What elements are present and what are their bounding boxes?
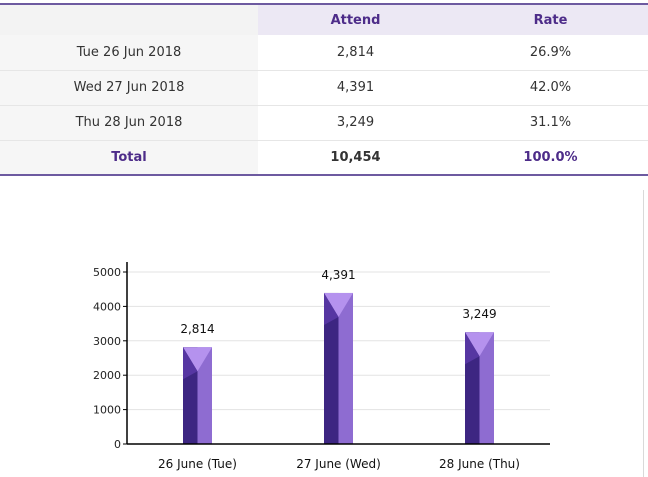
bar-data-label: 3,249 (462, 307, 496, 321)
row-rate: 31.1% (453, 105, 648, 141)
panel-edge (643, 190, 644, 477)
x-category-label: 27 June (Wed) (296, 457, 381, 471)
y-tick-label: 0 (114, 438, 121, 451)
y-tick-label: 3000 (93, 335, 121, 348)
bar-cap (183, 347, 212, 372)
y-tick-label: 2000 (93, 369, 121, 382)
bar-right-face (479, 332, 494, 444)
row-rate: 26.9% (453, 35, 648, 71)
table-total-row: Total 10,454 100.0% (0, 140, 648, 176)
table-row: Tue 26 Jun 2018 2,814 26.9% (0, 35, 648, 71)
bar-cap-shade (324, 292, 339, 325)
y-tick-label: 1000 (93, 404, 121, 417)
x-category-label: 28 June (Thu) (439, 457, 520, 471)
row-rate: 42.0% (453, 70, 648, 106)
bar (183, 347, 212, 444)
attendance-table: Attend Rate Tue 26 Jun 2018 2,814 26.9% … (0, 3, 648, 176)
row-date: Wed 27 Jun 2018 (0, 70, 258, 106)
total-label: Total (0, 140, 258, 176)
row-date: Thu 28 Jun 2018 (0, 105, 258, 141)
table-row: Wed 27 Jun 2018 4,391 42.0% (0, 70, 648, 106)
bar-cap (465, 332, 494, 357)
total-rate: 100.0% (453, 140, 648, 176)
row-attend: 2,814 (258, 35, 453, 71)
axes (123, 262, 550, 445)
bar (324, 292, 353, 444)
bar-right-face (197, 347, 212, 444)
header-attend: Attend (258, 3, 453, 35)
header-rate: Rate (453, 3, 648, 35)
bar-data-label: 2,814 (180, 322, 214, 336)
bar-cap-shade (183, 347, 198, 380)
total-attend: 10,454 (258, 140, 453, 176)
row-attend: 4,391 (258, 70, 453, 106)
bar (465, 332, 494, 444)
x-category-label: 26 June (Tue) (158, 457, 237, 471)
labels: 0 1000 2000 3000 4000 5000 2,814 26 June (Tue) 4… (93, 266, 520, 471)
y-tick-label: 5000 (93, 266, 121, 279)
bar-cap-shade (465, 332, 480, 365)
bar-cap (324, 292, 353, 317)
y-tick-label: 4000 (93, 300, 121, 313)
bar-right-face (338, 292, 353, 444)
bar-left-face (324, 292, 339, 444)
bar-data-label: 4,391 (321, 268, 355, 282)
header-date (0, 3, 258, 35)
bars (183, 292, 494, 444)
row-date: Tue 26 Jun 2018 (0, 35, 258, 71)
table-row: Thu 28 Jun 2018 3,249 31.1% (0, 105, 648, 141)
table-header-row: Attend Rate (0, 3, 648, 35)
row-attend: 3,249 (258, 105, 453, 141)
